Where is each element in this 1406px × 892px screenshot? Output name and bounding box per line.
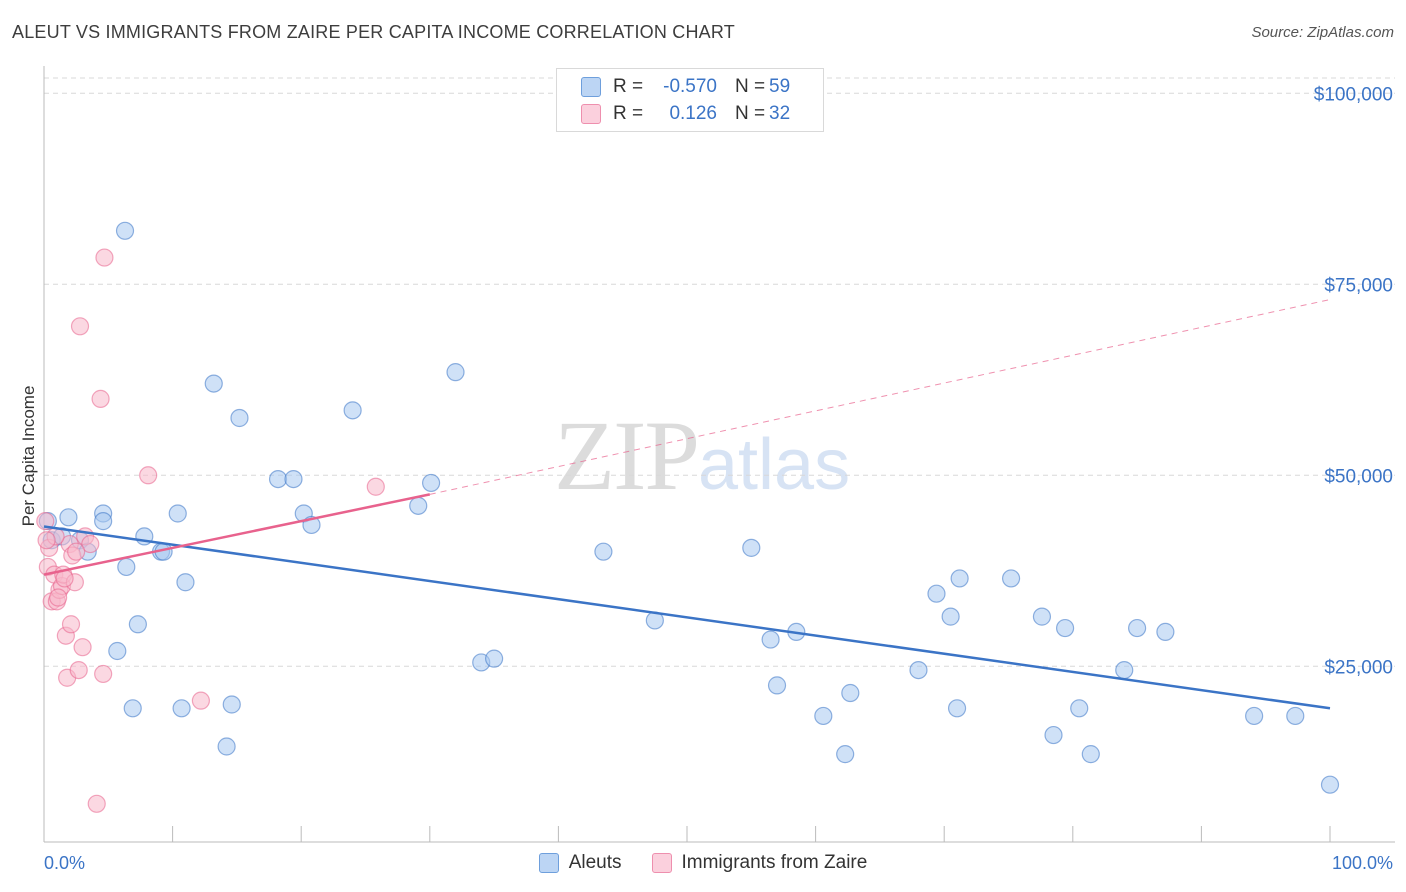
aleut-point bbox=[59, 508, 78, 527]
aleut-point bbox=[108, 641, 127, 661]
aleut-point bbox=[836, 745, 855, 764]
watermark-atlas: atlas bbox=[698, 425, 851, 505]
zaire-point bbox=[95, 248, 114, 267]
aleut-point bbox=[222, 695, 241, 714]
aleut-point bbox=[941, 607, 960, 626]
aleut-point bbox=[172, 699, 191, 718]
aleut-point bbox=[742, 538, 761, 557]
aleut-point bbox=[123, 699, 142, 718]
legend-n-value: 59 bbox=[769, 76, 791, 97]
aleut-point bbox=[594, 542, 613, 561]
legend-row-aleuts: R = -0.570 N = 59 bbox=[581, 74, 790, 100]
y-tick-label: $75,000 bbox=[1324, 275, 1393, 296]
aleut-point bbox=[117, 557, 136, 577]
source-label: Source: ZipAtlas.com bbox=[1251, 24, 1394, 41]
trend-line bbox=[43, 493, 431, 576]
aleut-point bbox=[217, 737, 236, 756]
zaire-point bbox=[139, 466, 158, 485]
correlation-legend: R = -0.570 N = 59 R = 0.126 N = 32 bbox=[556, 68, 824, 132]
aleut-point bbox=[176, 573, 195, 592]
watermark: ZIPatlas bbox=[554, 398, 850, 513]
x-tick-label: 100.0% bbox=[1332, 853, 1393, 873]
legend-item-zaire[interactable]: Immigrants from Zaire bbox=[651, 852, 868, 874]
aleut-point bbox=[128, 615, 147, 634]
legend-label-aleuts: Aleuts bbox=[568, 852, 622, 873]
aleut-point bbox=[268, 470, 288, 489]
zaire-point bbox=[69, 660, 88, 680]
aleut-point bbox=[204, 374, 223, 393]
zaire-point bbox=[191, 691, 210, 710]
aleut-point bbox=[1081, 745, 1100, 764]
y-tick-label: $50,000 bbox=[1324, 466, 1393, 487]
y-tick-label: $100,000 bbox=[1314, 84, 1393, 105]
aleut-point bbox=[841, 683, 860, 703]
zaire-point bbox=[36, 512, 55, 531]
aleut-point bbox=[814, 706, 833, 726]
aleut-point bbox=[947, 699, 967, 718]
aleut-point bbox=[1070, 699, 1089, 718]
aleut-point bbox=[421, 473, 441, 493]
zaire-point bbox=[67, 542, 86, 561]
legend-swatch-aleuts bbox=[581, 77, 601, 97]
legend-item-aleuts[interactable]: Aleuts bbox=[538, 852, 622, 874]
zaire-point bbox=[87, 794, 106, 813]
legend-r-label: R = bbox=[613, 76, 644, 97]
zaire-point bbox=[61, 615, 81, 634]
aleut-point bbox=[94, 512, 113, 531]
zaire-point bbox=[81, 534, 100, 554]
x-tick-label: 0.0% bbox=[44, 853, 85, 873]
aleut-point bbox=[485, 649, 504, 668]
legend-n-value: 32 bbox=[769, 103, 791, 124]
aleut-point bbox=[1320, 775, 1340, 794]
zaire-point bbox=[70, 317, 90, 336]
aleut-point bbox=[761, 630, 780, 649]
watermark-zip: ZIP bbox=[554, 400, 700, 511]
legend-n-label: N = bbox=[735, 76, 766, 97]
zaire-point bbox=[73, 638, 92, 657]
aleut-point bbox=[927, 584, 946, 603]
aleut-point bbox=[1032, 607, 1052, 626]
aleut-point bbox=[284, 470, 303, 489]
series-legend: Aleuts Immigrants from Zaire bbox=[0, 852, 1406, 874]
aleut-point bbox=[1156, 622, 1175, 642]
aleut-point bbox=[909, 660, 928, 680]
aleut-point bbox=[1286, 706, 1305, 726]
y-tick-label: $25,000 bbox=[1324, 657, 1393, 678]
trend-line bbox=[43, 525, 1331, 710]
aleut-point bbox=[1115, 660, 1134, 680]
aleut-point bbox=[1127, 618, 1147, 638]
legend-label-zaire: Immigrants from Zaire bbox=[681, 852, 868, 873]
legend-r-label: R = bbox=[613, 103, 644, 124]
aleut-point bbox=[950, 569, 969, 588]
y-axis-title: Per Capita Income bbox=[19, 386, 38, 527]
legend-swatch-zaire bbox=[651, 853, 672, 873]
aleut-point bbox=[230, 408, 249, 428]
legend-row-zaire: R = 0.126 N = 32 bbox=[581, 101, 790, 127]
aleut-point bbox=[1044, 725, 1063, 745]
aleut-point bbox=[767, 676, 787, 695]
zaire-point bbox=[94, 664, 113, 684]
legend-n-label: N = bbox=[735, 103, 766, 124]
zaire-point bbox=[366, 477, 385, 496]
aleut-point bbox=[1245, 706, 1264, 726]
zaire-point bbox=[49, 588, 68, 607]
zaire-point bbox=[91, 389, 110, 408]
aleut-point bbox=[115, 221, 135, 240]
aleut-point bbox=[446, 363, 465, 382]
legend-swatch-aleuts bbox=[538, 853, 559, 873]
chart-title: ALEUT VS IMMIGRANTS FROM ZAIRE PER CAPIT… bbox=[12, 22, 735, 42]
aleut-point bbox=[343, 401, 362, 420]
aleut-point bbox=[1001, 569, 1021, 588]
aleut-point bbox=[1055, 618, 1075, 638]
legend-r-value: 0.126 bbox=[669, 103, 717, 124]
aleut-point bbox=[168, 504, 187, 523]
legend-swatch-zaire bbox=[581, 104, 601, 124]
legend-r-value: -0.570 bbox=[663, 76, 717, 97]
trend-line-dashed bbox=[429, 299, 1331, 495]
aleut-point bbox=[409, 496, 428, 515]
zaire-point bbox=[37, 531, 56, 550]
